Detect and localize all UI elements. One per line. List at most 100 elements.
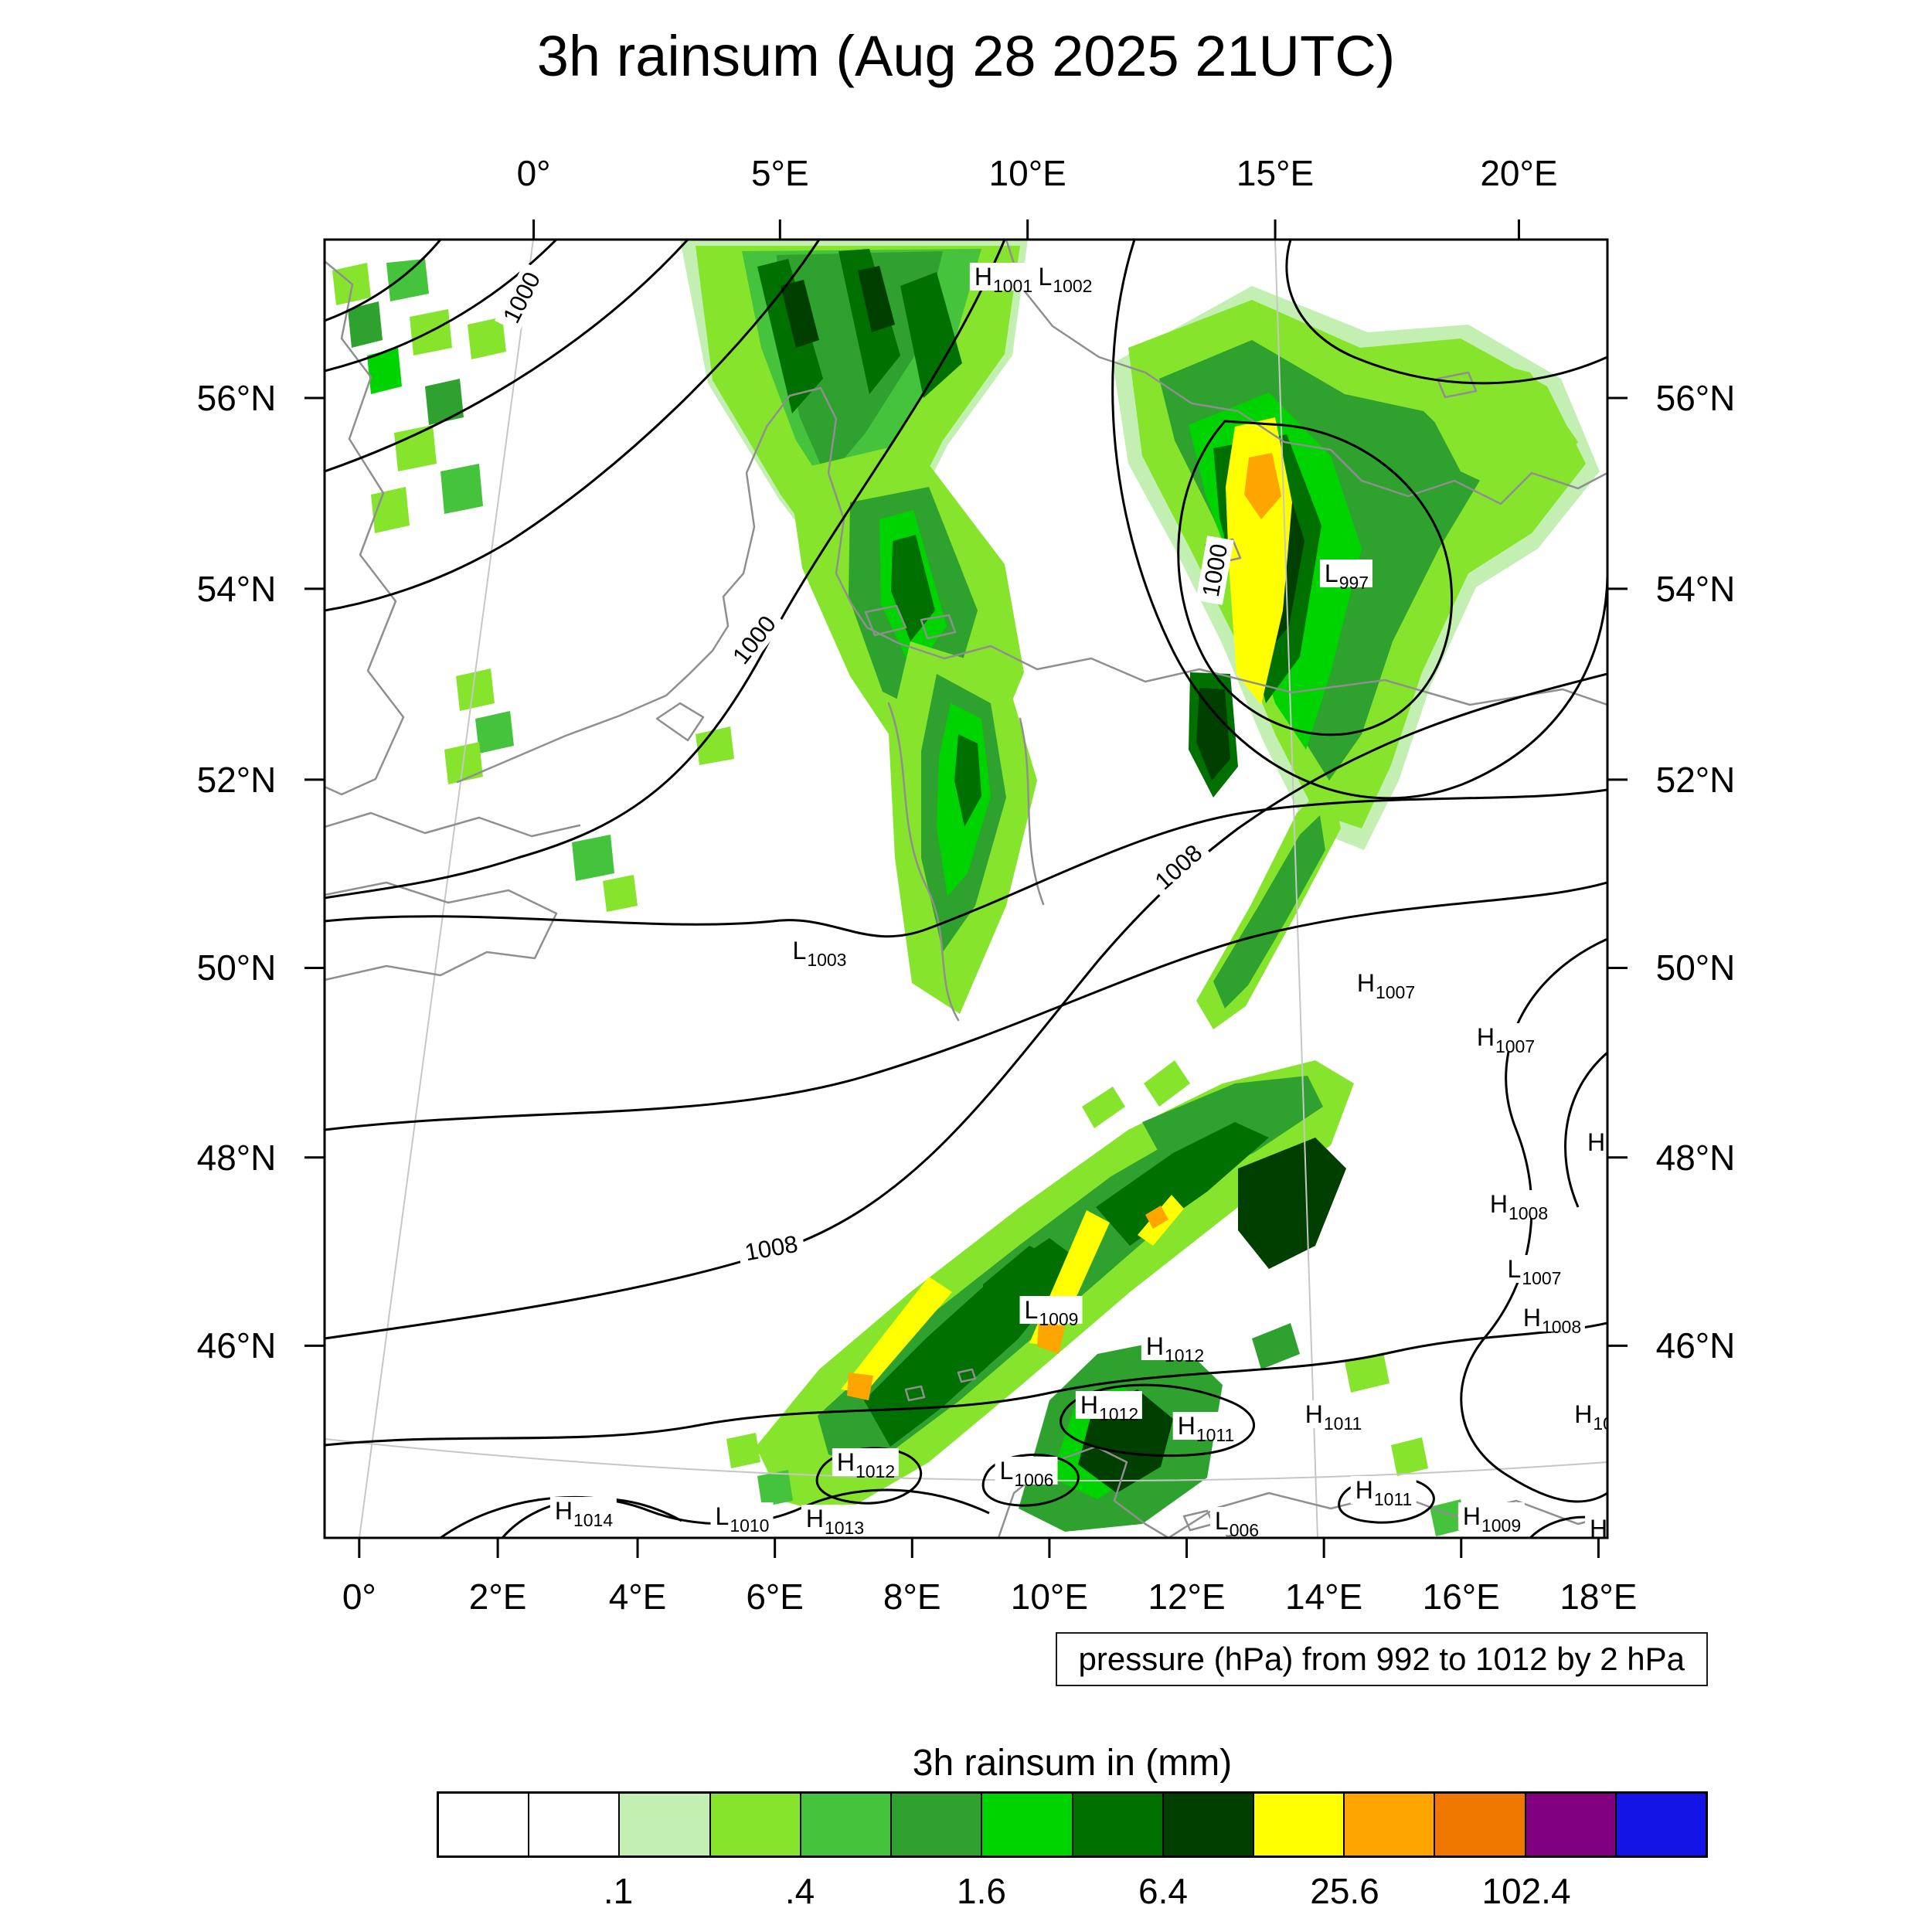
colorbar-segment xyxy=(1526,1794,1617,1855)
pressure-center-value: 1009 xyxy=(1039,1309,1079,1329)
map-plot: 1000 1000 1000 1008 1008 H1001 L1002 L997 L1003 H… xyxy=(304,219,1628,1558)
axis-label-left: 56°N xyxy=(196,377,277,418)
pressure-center-label: L1007 xyxy=(1502,1255,1566,1287)
pressure-center-label: H1009 xyxy=(1458,1502,1526,1535)
colorbar-tick-label: 6.4 xyxy=(1138,1871,1188,1911)
pressure-center-letter: L xyxy=(999,1457,1014,1485)
colorbar-tick-label: 25.6 xyxy=(1310,1871,1379,1911)
colorbar-segment xyxy=(710,1794,801,1855)
pressure-center-value: 1007 xyxy=(1522,1268,1562,1288)
pressure-center-letter: H xyxy=(1590,1515,1607,1538)
pressure-center-letter: H xyxy=(1177,1412,1196,1440)
pressure-center-letter: L xyxy=(1024,1296,1039,1324)
pressure-center-label: L1010 xyxy=(710,1502,774,1535)
pressure-center-value: 1008 xyxy=(1541,1317,1582,1337)
axis-label-bottom: 10°E xyxy=(1010,1577,1089,1617)
axis-label-left: 48°N xyxy=(196,1137,277,1178)
axis-label-left: 52°N xyxy=(196,759,277,800)
pressure-center-letter: H xyxy=(1356,969,1375,997)
isobar-value-label: 1000 xyxy=(1196,536,1234,605)
colorbar-title: 3h rainsum in (mm) xyxy=(912,1743,1233,1784)
pressure-center-value: 1001 xyxy=(992,276,1033,296)
colorbar-segment xyxy=(801,1794,893,1855)
colorbar-segment xyxy=(1616,1794,1706,1855)
pressure-center-label: H1 xyxy=(1583,1128,1607,1161)
pressure-center-value: 1008 xyxy=(1508,1203,1549,1223)
axis-label-right: 48°N xyxy=(1655,1137,1736,1178)
pressure-center-value: 1012 xyxy=(855,1461,896,1481)
axis-label-bottom: 8°E xyxy=(883,1577,941,1617)
axis-label-top: 10°E xyxy=(988,153,1066,193)
axis-label-right: 52°N xyxy=(1655,759,1736,800)
pressure-center-letter: L xyxy=(1038,263,1053,291)
pressure-center-value: 1011 xyxy=(1323,1413,1362,1434)
colorbar-tick-label: 1.6 xyxy=(957,1871,1006,1911)
colorbar-segment xyxy=(892,1794,983,1855)
pressure-center-label: L1003 xyxy=(787,937,851,969)
pressure-center-label: L1002 xyxy=(1033,263,1097,295)
pressure-center-label: H1014 xyxy=(549,1497,617,1529)
pressure-center-label: H1007 xyxy=(1471,1023,1539,1056)
axis-label-bottom: 12°E xyxy=(1148,1577,1226,1617)
pressure-center-letter: L xyxy=(715,1502,730,1530)
axis-label-bottom: 16°E xyxy=(1422,1577,1500,1617)
axis-label-right: 54°N xyxy=(1655,568,1736,609)
axis-label-bottom: 2°E xyxy=(468,1577,527,1617)
pressure-center-value: 1011 xyxy=(1373,1489,1413,1509)
colorbar-tick-label: 102.4 xyxy=(1481,1871,1571,1911)
axis-label-right: 50°N xyxy=(1655,947,1736,988)
pressure-center-value: 1002 xyxy=(1053,276,1093,296)
pressure-center-label: H1008 xyxy=(1485,1190,1553,1223)
pressure-center-value: 1006 xyxy=(1014,1470,1054,1490)
colorbar-tick-label: .1 xyxy=(603,1871,634,1911)
axis-label-right: 46°N xyxy=(1655,1325,1736,1366)
pressure-caption-text: pressure (hPa) from 992 to 1012 by 2 hPa xyxy=(1078,1641,1685,1677)
pressure-center-letter: H xyxy=(1080,1391,1098,1419)
map-plot-area: 1000 1000 1000 1008 1008 H1001 L1002 L997 L1003 H… xyxy=(325,240,1607,1538)
colorbar-segment xyxy=(1073,1794,1164,1855)
pressure-center-letter: H xyxy=(805,1505,824,1532)
axis-label-top: 0° xyxy=(516,153,551,193)
colorbar xyxy=(437,1791,1708,1858)
axis-label-bottom: 0° xyxy=(342,1577,376,1617)
axis-label-top: 15°E xyxy=(1236,153,1315,193)
pressure-center-label: H1008 xyxy=(1518,1304,1586,1336)
axis-label-bottom: 4°E xyxy=(608,1577,667,1617)
axis-label-bottom: 18°E xyxy=(1560,1577,1638,1617)
pressure-center-label: H1013 xyxy=(801,1505,869,1537)
pressure-center-value: 100 xyxy=(1593,1413,1607,1434)
pressure-center-label: H1007 xyxy=(1352,969,1420,1002)
pressure-center-letter: H xyxy=(974,263,992,291)
pressure-caption: pressure (hPa) from 992 to 1012 by 2 hPa xyxy=(1055,1632,1708,1686)
axis-label-top: 5°E xyxy=(750,153,809,193)
colorbar-segment xyxy=(982,1794,1073,1855)
colorbar-segment xyxy=(1163,1794,1254,1855)
chart-title: 3h rainsum (Aug 28 2025 21UTC) xyxy=(536,24,1396,88)
pressure-center-letter: H xyxy=(1489,1190,1508,1218)
axis-label-right: 56°N xyxy=(1655,377,1736,418)
colorbar-segment xyxy=(529,1794,621,1855)
pressure-center-value: 1007 xyxy=(1375,982,1416,1002)
pressure-center-value: 1014 xyxy=(573,1510,614,1530)
pressure-center-letter: L xyxy=(792,937,807,964)
pressure-center-value: 1003 xyxy=(807,950,847,970)
pressure-center-letter: L xyxy=(1324,560,1338,587)
axis-label-bottom: 14°E xyxy=(1285,1577,1363,1617)
pressure-center-letter: H xyxy=(836,1448,855,1476)
pressure-center-letter: H xyxy=(1574,1400,1593,1428)
pressure-center-value: 1011 xyxy=(1196,1425,1235,1445)
pressure-center-letter: H xyxy=(1304,1400,1323,1428)
pressure-center-label: L1009 xyxy=(1019,1296,1083,1328)
pressure-center-label: L006 xyxy=(1209,1507,1264,1539)
pressure-center-letter: H xyxy=(1355,1476,1373,1504)
pressure-center-value: 006 xyxy=(1229,1520,1260,1539)
pressure-center-letter: L xyxy=(1507,1255,1522,1283)
pressure-center-label: H1012 xyxy=(1141,1332,1209,1365)
pressure-center-value: 1013 xyxy=(824,1518,865,1538)
pressure-center-value: 1010 xyxy=(730,1515,770,1536)
pressure-center-label: H1011 xyxy=(1350,1476,1417,1509)
pressure-center-label: H1012 xyxy=(832,1448,900,1481)
pressure-center-label: H1 xyxy=(1585,1515,1607,1538)
pressure-center-label: H1011 xyxy=(1172,1412,1239,1444)
pressure-center-label: L997 xyxy=(1319,560,1373,592)
